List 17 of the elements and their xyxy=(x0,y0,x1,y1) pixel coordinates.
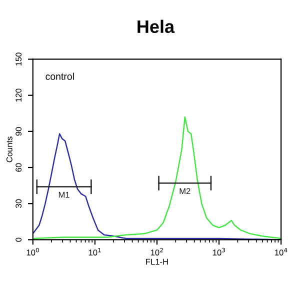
x-tick-label: 10$^{1}$ xyxy=(88,248,101,256)
y-axis-title: Counts xyxy=(6,136,12,162)
y-tick-label: 150 xyxy=(16,52,22,66)
y-tick-label: 30 xyxy=(16,199,22,208)
y-tick-label: 120 xyxy=(16,88,22,102)
series-label: M2 xyxy=(180,188,190,194)
chart-title: Hela xyxy=(138,20,175,34)
x-axis-title: FL1-H xyxy=(146,258,168,265)
x-tick-label: 10$^{2}$ xyxy=(150,248,163,256)
y-tick-label: 90 xyxy=(16,127,22,136)
annotation: control xyxy=(46,72,74,80)
y-tick-label: 60 xyxy=(16,163,22,172)
y-tick-label: 0 xyxy=(16,238,22,242)
x-tick-label: 10$^{0}$ xyxy=(26,248,39,256)
series-label: M1 xyxy=(58,192,70,198)
x-tick-label: 10$^{4}$ xyxy=(275,248,288,256)
x-tick-label: 10$^{3}$ xyxy=(212,248,225,256)
